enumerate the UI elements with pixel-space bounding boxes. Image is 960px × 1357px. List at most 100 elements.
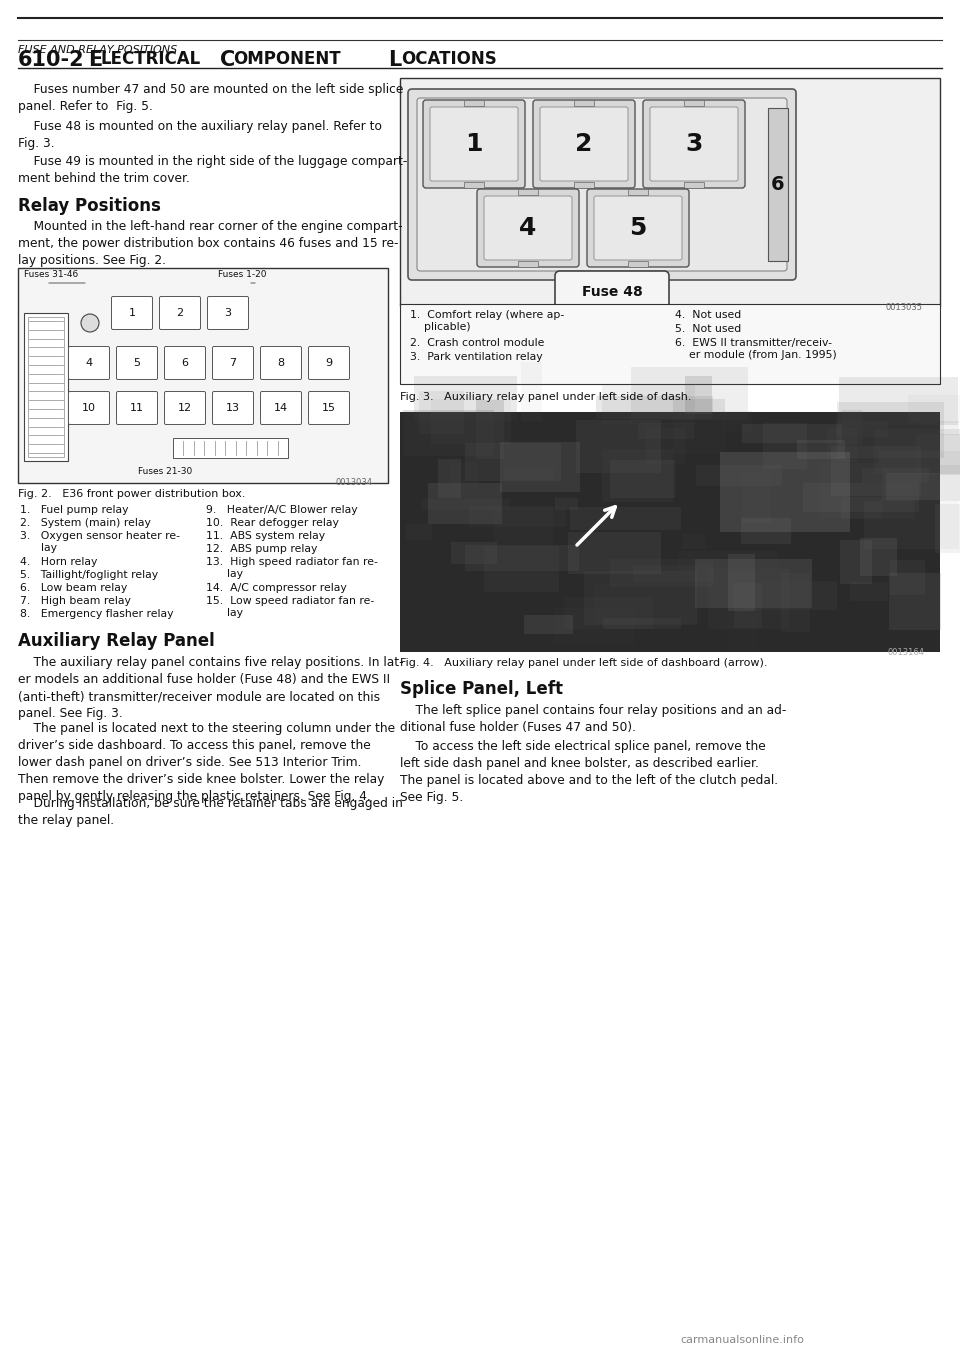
Text: Auxiliary Relay Panel: Auxiliary Relay Panel [18, 632, 215, 650]
Text: L: L [388, 50, 401, 71]
FancyBboxPatch shape [164, 346, 205, 380]
Bar [720, 452, 850, 532]
Text: 4.  Not used: 4. Not used [675, 309, 741, 320]
Text: The auxiliary relay panel contains five relay positions. In lat-
er models an ad: The auxiliary relay panel contains five … [18, 655, 403, 721]
Text: Fuses 21-30: Fuses 21-30 [138, 467, 192, 476]
Text: OCATIONS: OCATIONS [401, 50, 496, 68]
Bar [465, 442, 561, 480]
FancyBboxPatch shape [159, 296, 201, 330]
Bar [881, 465, 960, 501]
FancyBboxPatch shape [116, 392, 157, 425]
Bar [859, 539, 897, 575]
Bar [602, 449, 673, 502]
Bar [28, 318, 64, 457]
Bar [679, 551, 779, 574]
Bar [485, 547, 560, 592]
Bar [414, 376, 517, 421]
Text: 8: 8 [277, 358, 284, 368]
Text: 1.   Fuel pump relay: 1. Fuel pump relay [20, 505, 129, 516]
Bar [419, 391, 465, 434]
Bar [879, 451, 960, 465]
Text: Mounted in the left-hand rear corner of the engine compart-
ment, the power dist: Mounted in the left-hand rear corner of … [18, 220, 402, 267]
Text: 0013034: 0013034 [336, 478, 373, 487]
Text: 2: 2 [575, 132, 592, 156]
Bar [468, 506, 565, 527]
Bar [555, 498, 578, 510]
Bar [836, 422, 888, 437]
Text: 9: 9 [325, 358, 332, 368]
Text: 14: 14 [274, 403, 288, 413]
Text: 8.   Emergency flasher relay: 8. Emergency flasher relay [20, 609, 174, 619]
Text: 5: 5 [133, 358, 140, 368]
FancyBboxPatch shape [643, 100, 745, 189]
FancyBboxPatch shape [260, 346, 301, 380]
Bar [451, 463, 478, 489]
Bar [684, 100, 704, 106]
Bar [908, 395, 960, 423]
Bar [889, 573, 941, 630]
Text: Fuse 48 is mounted on the auxiliary relay panel. Refer to
Fig. 3.: Fuse 48 is mounted on the auxiliary rela… [18, 119, 382, 151]
Bar [568, 532, 660, 574]
FancyBboxPatch shape [484, 195, 572, 261]
Text: 4: 4 [85, 358, 92, 368]
Bar [935, 505, 960, 552]
FancyBboxPatch shape [212, 346, 253, 380]
Bar [465, 544, 579, 571]
Text: 4.   Horn relay: 4. Horn relay [20, 556, 97, 567]
Bar [520, 362, 542, 421]
Bar [797, 440, 845, 459]
Text: Fuse 49 is mounted in the right side of the luggage compart-
ment behind the tri: Fuse 49 is mounted in the right side of … [18, 155, 407, 185]
Text: 0013035: 0013035 [885, 303, 922, 312]
Text: Fig. 4.   Auxiliary relay panel under left side of dashboard (arrow).: Fig. 4. Auxiliary relay panel under left… [400, 658, 767, 668]
Bar [493, 508, 553, 548]
Bar [574, 100, 594, 106]
Bar [742, 472, 771, 524]
Text: FUSE AND RELAY POSITIONS: FUSE AND RELAY POSITIONS [18, 45, 178, 56]
Bar [464, 182, 484, 189]
Bar [723, 411, 752, 430]
Bar [840, 540, 872, 585]
Bar [916, 434, 960, 475]
FancyBboxPatch shape [164, 392, 205, 425]
Text: OMPONENT: OMPONENT [233, 50, 341, 68]
Bar [400, 77, 940, 305]
Circle shape [81, 313, 99, 332]
Text: 13: 13 [226, 403, 240, 413]
Bar [518, 261, 538, 267]
FancyBboxPatch shape [417, 98, 787, 271]
Bar [864, 501, 959, 550]
Bar [596, 396, 712, 419]
Text: Fig. 2.   E36 front power distribution box.: Fig. 2. E36 front power distribution box… [18, 489, 246, 499]
Bar [406, 524, 432, 540]
FancyBboxPatch shape [212, 392, 253, 425]
Bar [422, 499, 510, 510]
Bar [569, 508, 681, 531]
Bar [842, 410, 862, 445]
Text: 10: 10 [82, 403, 96, 413]
Bar [803, 483, 919, 512]
Bar [564, 597, 653, 628]
FancyBboxPatch shape [540, 107, 628, 180]
Bar [742, 423, 843, 442]
Bar [728, 607, 757, 650]
Text: 9.   Heater/A/C Blower relay: 9. Heater/A/C Blower relay [206, 505, 358, 516]
Text: 2: 2 [177, 308, 183, 318]
Text: Fuses 1-20: Fuses 1-20 [218, 270, 267, 280]
Bar [593, 584, 700, 624]
Text: 11.  ABS system relay: 11. ABS system relay [206, 531, 325, 541]
Bar [500, 442, 580, 493]
Bar [708, 569, 789, 628]
Text: Fig. 3.   Auxiliary relay panel under left side of dash.: Fig. 3. Auxiliary relay panel under left… [400, 392, 691, 402]
Text: Relay Positions: Relay Positions [18, 197, 161, 214]
Text: LECTRICAL: LECTRICAL [100, 50, 201, 68]
Text: 12: 12 [178, 403, 192, 413]
FancyBboxPatch shape [587, 189, 689, 267]
Text: 2.   System (main) relay: 2. System (main) relay [20, 518, 151, 528]
Bar [749, 581, 837, 611]
Bar [576, 421, 660, 472]
Bar [850, 582, 888, 601]
Text: 14.  A/C compressor relay: 14. A/C compressor relay [206, 584, 347, 593]
FancyBboxPatch shape [594, 195, 682, 261]
Text: 6.  EWS II transmitter/receiv-
    er module (from Jan. 1995): 6. EWS II transmitter/receiv- er module … [675, 338, 837, 361]
Bar [841, 497, 914, 518]
